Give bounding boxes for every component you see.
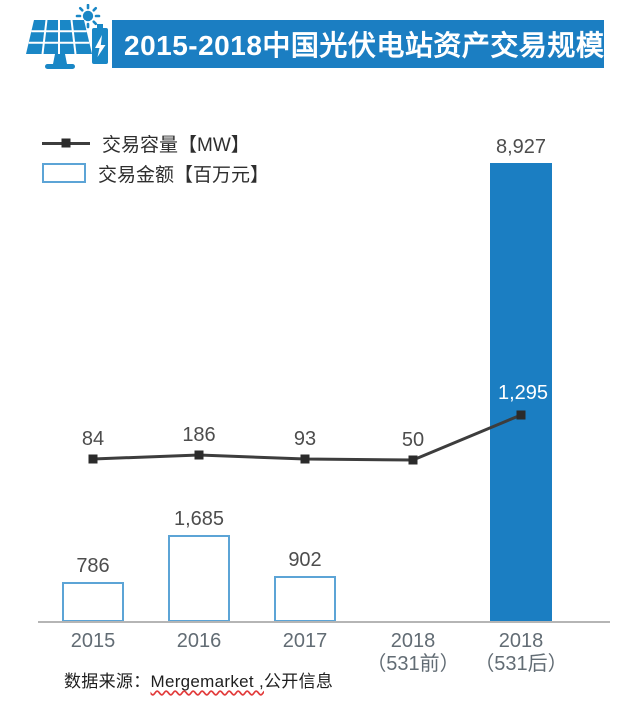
line-marker-icon — [61, 138, 71, 148]
bar-2017 — [274, 576, 336, 622]
page-title: 2015-2018中国光伏电站资产交易规模 — [124, 30, 605, 61]
line-point-2018（531前） — [408, 455, 418, 465]
line-value-label-2017: 93 — [293, 428, 317, 450]
line-point-2016 — [194, 450, 204, 460]
solar-panel-battery-icon — [26, 4, 108, 69]
legend-item-capacity: 交易容量【MW】 — [42, 128, 269, 158]
data-source: 数据来源：Mergemarket ,公开信息 — [64, 667, 333, 692]
x-axis-label-2015: 2015 — [70, 630, 116, 652]
source-prefix: 数据来源： — [64, 672, 151, 691]
sun-core — [82, 10, 94, 22]
x-axis-label-2018（531前）: 2018 （531前） — [366, 630, 460, 675]
legend-label-capacity: 交易容量【MW】 — [102, 134, 250, 156]
bar-2016 — [168, 535, 230, 622]
legend-label-amount: 交易金额【百万元】 — [98, 164, 270, 186]
line-value-label-2016: 186 — [182, 424, 216, 446]
line-value-label-2018（531后）: 1,295 — [497, 382, 549, 404]
banner-body: 2015-2018中国光伏电站资产交易规模 — [112, 20, 605, 68]
bar-value-label-2018（531后）: 8,927 — [495, 136, 547, 158]
x-axis-label-2017: 2017 — [282, 630, 328, 652]
x-axis-label-2018（531后）: 2018 （531后） — [474, 630, 568, 675]
bar-2018（531后） — [490, 163, 552, 622]
panel-stand — [45, 54, 75, 69]
x-axis-line — [38, 621, 610, 623]
line-value-label-2015: 84 — [81, 428, 105, 450]
legend: 交易容量【MW】 交易金额【百万元】 — [42, 128, 269, 188]
line-series-swatch — [42, 138, 90, 148]
line-point-2015 — [88, 454, 98, 464]
line-value-label-2018（531前）: 50 — [401, 429, 425, 451]
solar-panel — [26, 19, 92, 55]
bar-value-label-2015: 786 — [76, 555, 110, 577]
source-suffix: 公开信息 — [264, 672, 334, 691]
title-banner: 2015-2018中国光伏电站资产交易规模 — [112, 20, 605, 68]
source-name: Mergemarket , — [150, 672, 264, 691]
legend-item-amount: 交易金额【百万元】 — [42, 158, 269, 188]
battery-icon — [92, 24, 108, 64]
bar-2015 — [62, 582, 124, 622]
bar-series-swatch — [42, 163, 86, 183]
line-point-2017 — [300, 454, 310, 464]
bar-value-label-2017: 902 — [288, 549, 322, 571]
x-axis-label-2016: 2016 — [176, 630, 222, 652]
bar-value-label-2016: 1,685 — [173, 508, 225, 530]
